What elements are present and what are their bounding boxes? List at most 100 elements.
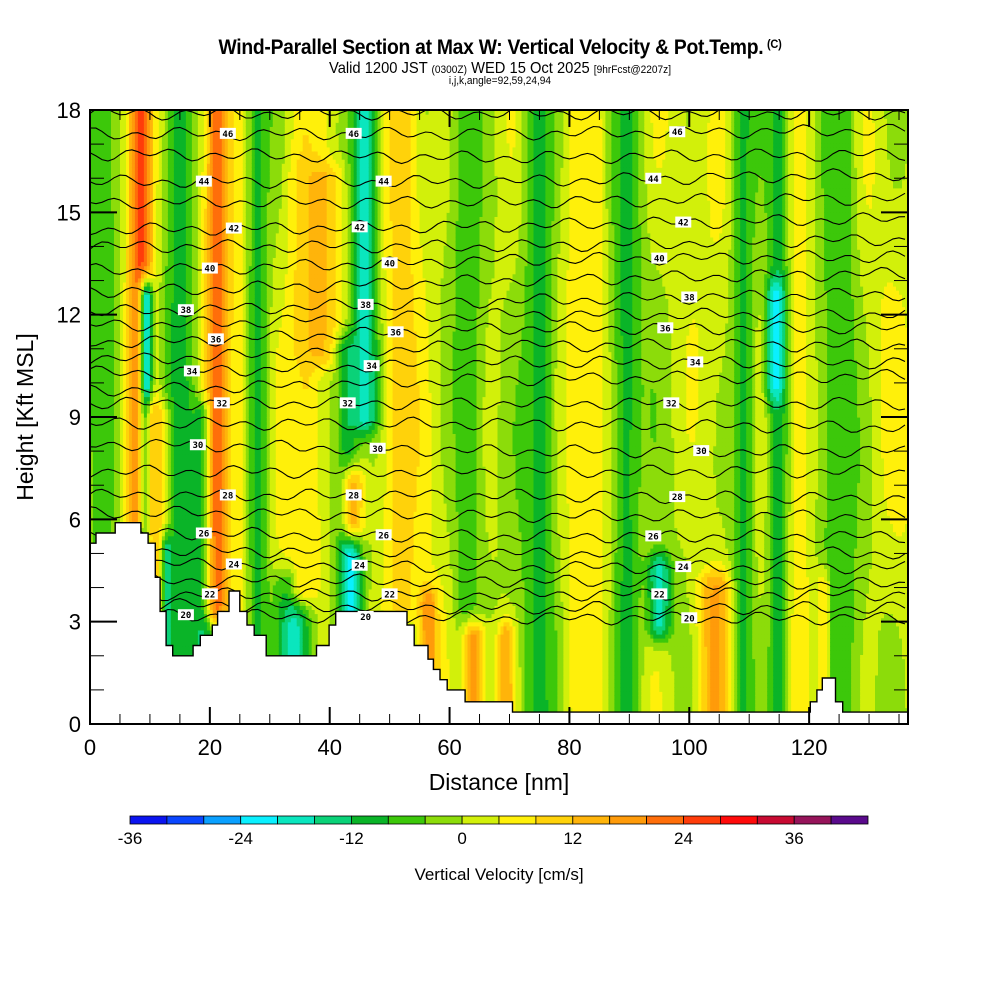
velocity-cell: [126, 318, 130, 324]
velocity-cell: [126, 507, 130, 512]
velocity-cell: [111, 306, 115, 312]
velocity-cell: [99, 466, 103, 471]
velocity-cell: [134, 138, 139, 144]
velocity-cell: [146, 130, 151, 136]
velocity-cell: [93, 310, 97, 316]
velocity-cell: [134, 453, 139, 459]
velocity-cell: [149, 363, 154, 369]
velocity-cell: [96, 253, 100, 258]
velocity-cell: [108, 265, 112, 271]
velocity-cell: [129, 376, 133, 381]
velocity-cell: [111, 142, 115, 148]
velocity-cell: [134, 236, 139, 242]
velocity-cell: [140, 326, 145, 332]
velocity-cell: [111, 290, 115, 295]
velocity-cell: [102, 339, 106, 344]
velocity-cell: [96, 457, 100, 463]
velocity-cell: [134, 249, 139, 254]
velocity-cell: [140, 134, 145, 140]
velocity-cell: [140, 425, 145, 430]
velocity-cell: [102, 376, 106, 381]
velocity-cell: [90, 122, 94, 127]
velocity-cell: [129, 388, 133, 393]
velocity-cell: [131, 339, 136, 344]
velocity-cell: [108, 359, 112, 365]
velocity-cell: [143, 232, 148, 238]
velocity-cell: [108, 163, 112, 168]
velocity-cell: [137, 150, 142, 156]
velocity-cell: [143, 449, 148, 455]
velocity-cell: [114, 331, 118, 336]
velocity-cell: [93, 224, 97, 230]
velocity-cell: [155, 126, 160, 132]
velocity-cell: [134, 384, 139, 389]
velocity-cell: [152, 527, 157, 533]
velocity-cell: [149, 466, 154, 471]
velocity-cell: [123, 474, 127, 479]
velocity-cell: [120, 445, 124, 451]
velocity-cell: [93, 478, 97, 484]
velocity-cell: [146, 421, 151, 426]
velocity-cell: [158, 322, 163, 328]
velocity-cell: [117, 183, 121, 189]
velocity-cell: [105, 425, 109, 430]
velocity-cell: [117, 339, 121, 344]
velocity-cell: [129, 433, 133, 439]
velocity-cell: [96, 384, 100, 389]
velocity-cell: [96, 114, 100, 119]
velocity-cell: [158, 372, 163, 377]
velocity-cell: [120, 343, 124, 348]
velocity-cell: [152, 425, 157, 430]
velocity-cell: [102, 433, 106, 439]
velocity-cell: [134, 482, 139, 488]
velocity-cell: [137, 302, 142, 308]
velocity-cell: [117, 200, 121, 205]
velocity-cell: [111, 425, 115, 430]
velocity-cell: [158, 228, 163, 234]
velocity-cell: [146, 175, 151, 181]
velocity-cell: [108, 437, 112, 443]
velocity-cell: [105, 281, 109, 287]
velocity-cell: [114, 163, 118, 168]
velocity-cell: [111, 286, 115, 291]
velocity-cell: [158, 519, 163, 524]
velocity-cell: [123, 294, 127, 299]
velocity-cell: [90, 326, 94, 332]
velocity-cell: [158, 425, 163, 430]
velocity-cell: [129, 196, 133, 201]
velocity-cell: [96, 331, 100, 336]
velocity-cell: [114, 359, 118, 365]
velocity-cell: [96, 359, 100, 365]
velocity-cell: [129, 445, 133, 451]
velocity-cell: [102, 134, 106, 140]
velocity-cell: [131, 498, 136, 504]
velocity-cell: [155, 326, 160, 332]
velocity-cell: [129, 400, 133, 406]
velocity-cell: [149, 163, 154, 168]
velocity-cell: [137, 318, 142, 324]
velocity-cell: [96, 372, 100, 377]
velocity-cell: [146, 150, 151, 156]
velocity-cell: [114, 224, 118, 230]
velocity-cell: [126, 343, 130, 348]
velocity-cell: [146, 167, 151, 172]
velocity-cell: [120, 236, 124, 242]
velocity-cell: [158, 441, 163, 447]
velocity-cell: [146, 196, 151, 201]
velocity-cell: [149, 175, 154, 181]
velocity-cell: [114, 114, 118, 119]
velocity-cell: [102, 523, 106, 529]
velocity-cell: [108, 290, 112, 295]
velocity-cell: [105, 216, 109, 222]
velocity-cell: [158, 470, 163, 475]
velocity-cell: [96, 281, 100, 287]
velocity-cell: [146, 281, 151, 287]
velocity-cell: [137, 183, 142, 189]
velocity-cell: [108, 527, 112, 533]
velocity-cell: [111, 466, 115, 471]
velocity-cell: [155, 535, 160, 541]
velocity-cell: [99, 343, 103, 348]
velocity-cell: [149, 146, 154, 152]
velocity-cell: [111, 118, 115, 123]
velocity-cell: [129, 208, 133, 213]
